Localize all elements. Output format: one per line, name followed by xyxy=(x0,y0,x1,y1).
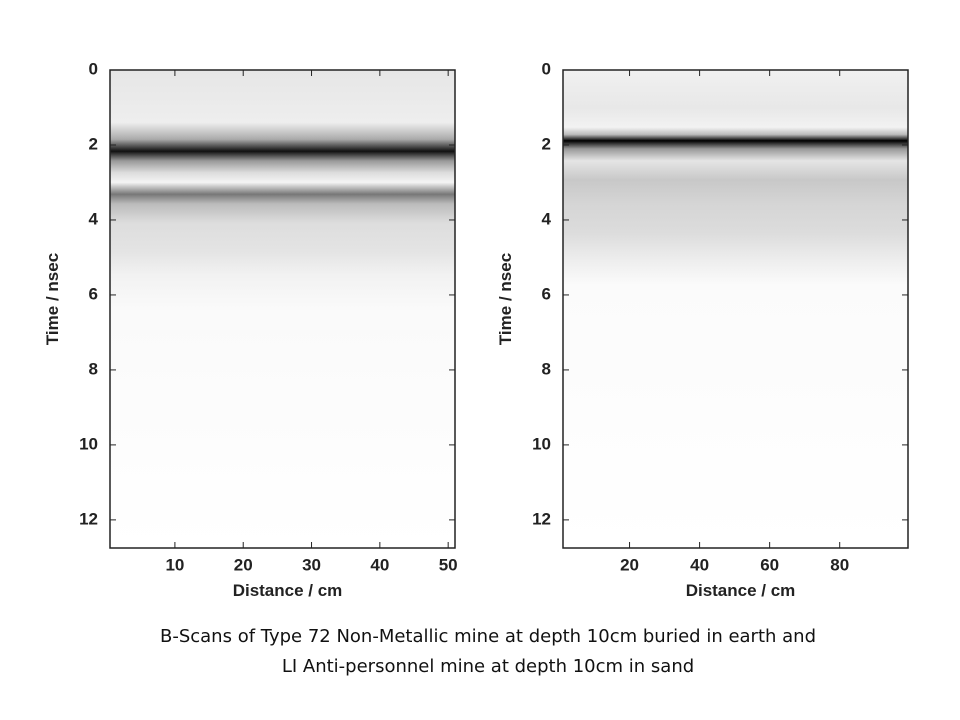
x-axis-label: Distance / cm xyxy=(686,581,796,600)
y-tick-label: 6 xyxy=(89,284,98,303)
x-tick-label: 40 xyxy=(690,555,709,574)
caption-line: B-Scans of Type 72 Non-Metallic mine at … xyxy=(160,626,816,647)
y-tick-label: 6 xyxy=(542,284,551,303)
x-tick-label: 60 xyxy=(760,555,779,574)
y-tick-label: 12 xyxy=(79,509,98,528)
y-axis-label: Time / nsec xyxy=(43,253,62,345)
x-tick-label: 10 xyxy=(165,555,184,574)
caption-line: LI Anti-personnel mine at depth 10cm in … xyxy=(282,656,694,677)
y-tick-label: 2 xyxy=(542,134,551,153)
plot-frame xyxy=(109,69,456,549)
x-tick-label: 30 xyxy=(302,555,321,574)
y-tick-label: 4 xyxy=(89,209,99,228)
y-tick-label: 2 xyxy=(89,134,98,153)
y-tick-label: 8 xyxy=(89,359,98,378)
y-tick-label: 4 xyxy=(542,209,552,228)
y-tick-label: 12 xyxy=(532,509,551,528)
x-tick-label: 80 xyxy=(830,555,849,574)
y-tick-label: 10 xyxy=(79,434,98,453)
y-tick-label: 10 xyxy=(532,434,551,453)
x-tick-label: 40 xyxy=(370,555,389,574)
plot-frame xyxy=(562,69,909,549)
x-tick-label: 20 xyxy=(234,555,253,574)
x-tick-label: 20 xyxy=(620,555,639,574)
y-tick-label: 8 xyxy=(542,359,551,378)
scan-image xyxy=(110,70,455,548)
y-axis-label: Time / nsec xyxy=(496,253,515,345)
x-axis-label: Distance / cm xyxy=(233,581,343,600)
y-tick-label: 0 xyxy=(542,59,551,78)
x-tick-label: 50 xyxy=(439,555,458,574)
y-tick-label: 0 xyxy=(89,59,98,78)
scan-image xyxy=(563,70,908,548)
